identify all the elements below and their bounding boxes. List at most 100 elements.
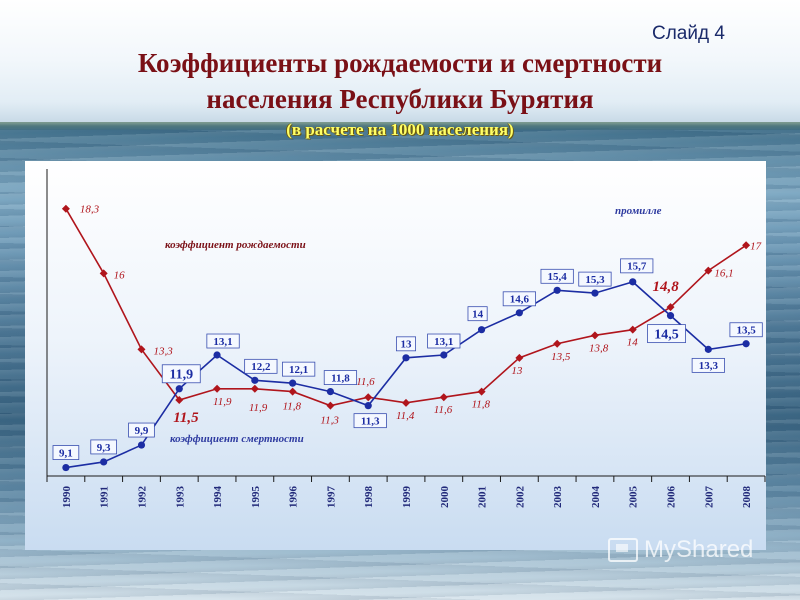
death-point — [553, 286, 561, 294]
death-point — [591, 289, 599, 297]
birth-point — [742, 241, 751, 250]
birth-data-label: 17 — [750, 240, 762, 252]
x-tick-label: 1993 — [174, 486, 186, 509]
birth-data-label: 14,8 — [653, 279, 680, 295]
page-title-line2: населения Республики Бурятия — [206, 84, 594, 114]
death-point — [137, 441, 146, 449]
x-tick-label: 2007 — [703, 486, 715, 509]
death-label-box — [578, 271, 612, 287]
birth-data-label: 14 — [627, 337, 639, 349]
death-point — [666, 312, 675, 320]
birth-data-label: 16 — [114, 269, 126, 281]
x-tick-label: 2005 — [628, 486, 640, 509]
birth-point — [439, 393, 448, 402]
death-point — [477, 326, 486, 334]
death-label-box — [502, 291, 536, 307]
birth-data-label: 13,5 — [551, 351, 571, 363]
death-data-label: 13,3 — [699, 360, 719, 372]
death-label-box — [427, 333, 461, 349]
birth-point — [628, 325, 637, 334]
death-point — [629, 278, 637, 286]
death-point — [213, 351, 221, 359]
death-data-label: 14 — [472, 309, 484, 321]
death-data-label: 13 — [401, 339, 413, 351]
birth-point — [250, 384, 259, 393]
death-data-label: 15,4 — [548, 271, 568, 283]
birth-point — [288, 387, 297, 396]
birth-point — [137, 345, 146, 354]
birth-data-label: 11,4 — [396, 410, 415, 422]
birth-data-label: 11,9 — [213, 396, 232, 408]
birth-point — [477, 387, 486, 396]
x-tick-label: 1992 — [136, 486, 148, 509]
x-tick-label: 2008 — [741, 486, 753, 509]
death-data-label: 11,8 — [331, 372, 350, 384]
x-tick-label: 1990 — [61, 486, 73, 509]
death-point — [175, 385, 183, 393]
death-label-box — [323, 370, 358, 385]
death-data-label: 9,3 — [97, 442, 111, 454]
birth-point — [326, 401, 335, 410]
death-label-box — [128, 422, 155, 438]
birth-data-label: 13,3 — [153, 345, 173, 357]
birth-point — [402, 398, 410, 407]
death-point — [742, 340, 750, 348]
death-label-box — [540, 268, 574, 284]
death-label-box — [244, 358, 278, 374]
slide-number: Слайд 4 — [652, 23, 725, 44]
birth-data-label: 13,8 — [589, 342, 609, 354]
x-tick-label: 2003 — [552, 486, 564, 509]
birth-data-label: 13 — [511, 365, 523, 377]
birth-data-label: 11,6 — [356, 376, 375, 388]
death-data-label: 9,1 — [59, 447, 73, 459]
death-point — [364, 402, 372, 410]
death-label-box — [691, 357, 725, 373]
birth-point — [175, 396, 184, 405]
death-point — [704, 345, 712, 353]
birth-point — [590, 331, 599, 340]
x-tick-label: 1997 — [325, 486, 337, 509]
birth-data-label: 11,3 — [320, 415, 339, 427]
page-title-line1: Коэффициенты рождаемости и смертности — [137, 48, 663, 78]
x-tick-label: 1991 — [99, 486, 111, 508]
death-data-label: 15,3 — [585, 274, 605, 286]
x-tick-label: 2002 — [514, 486, 526, 509]
series-label-death: коэффициент смертности — [170, 433, 304, 445]
death-data-label: 11,9 — [169, 368, 193, 383]
series-label-birth: коэффициент рождаемости — [165, 239, 306, 251]
x-tick-label: 1996 — [288, 486, 300, 509]
watermark-text: MyShared — [644, 536, 754, 563]
birth-point — [99, 269, 108, 278]
birth-point — [515, 353, 524, 362]
birth-point — [553, 339, 562, 348]
x-tick-label: 1994 — [212, 486, 224, 509]
birth-data-label: 11,9 — [249, 402, 268, 414]
death-point — [515, 309, 523, 317]
death-data-label: 13,5 — [736, 325, 756, 337]
birth-point — [666, 303, 675, 312]
page-subtitle: (в расчете на 1000 населения) — [286, 120, 514, 139]
death-point — [402, 354, 410, 362]
birth-point — [364, 393, 373, 402]
death-label-box — [353, 413, 387, 429]
birth-point — [213, 384, 222, 393]
death-label-box — [647, 324, 686, 344]
death-data-label: 12,1 — [289, 364, 308, 376]
x-tick-label: 1995 — [250, 486, 262, 509]
death-label-box — [161, 364, 201, 384]
line-chart: 1990 1991 1992 1993 1994 1995 1996 1997 1998 1999… — [46, 169, 766, 509]
birth-data-label: 11,8 — [283, 401, 302, 413]
death-data-label: 14,5 — [654, 328, 679, 343]
death-label-box — [282, 361, 316, 377]
death-data-label: 9,9 — [135, 425, 149, 437]
death-point — [251, 376, 259, 384]
birth-data-label: 11,8 — [472, 399, 491, 411]
death-label-box — [395, 336, 416, 352]
death-data-label: 11,3 — [361, 416, 380, 428]
shoreline — [0, 122, 800, 130]
death-point — [289, 379, 297, 387]
unit-label: промилле — [615, 205, 662, 217]
death-data-label: 13,1 — [434, 336, 453, 348]
birth-data-label: 18,3 — [80, 204, 100, 216]
death-point — [100, 458, 108, 466]
